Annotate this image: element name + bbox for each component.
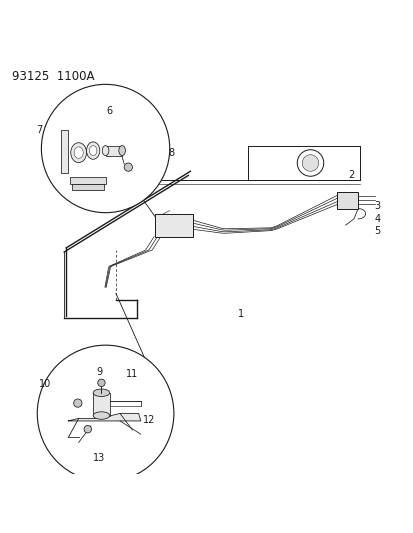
Ellipse shape	[74, 147, 83, 158]
Polygon shape	[68, 414, 140, 421]
Circle shape	[37, 345, 173, 482]
Bar	[93, 393, 109, 416]
Ellipse shape	[86, 142, 100, 159]
Bar	[337, 192, 357, 208]
Ellipse shape	[71, 143, 86, 163]
Text: 3: 3	[374, 201, 380, 212]
Text: 1: 1	[237, 309, 244, 319]
Bar	[105, 146, 122, 156]
Ellipse shape	[89, 146, 97, 156]
Circle shape	[97, 379, 105, 386]
Circle shape	[41, 84, 169, 213]
Ellipse shape	[93, 412, 109, 419]
Circle shape	[297, 150, 323, 176]
Bar	[72, 184, 103, 190]
Circle shape	[84, 425, 91, 433]
Text: 7: 7	[36, 125, 43, 135]
Text: 12: 12	[142, 415, 155, 425]
Bar	[155, 214, 192, 237]
Text: 6: 6	[107, 106, 112, 116]
Ellipse shape	[93, 389, 109, 397]
Circle shape	[124, 163, 132, 171]
Text: 8: 8	[169, 148, 174, 158]
Text: 10: 10	[39, 379, 52, 390]
Text: 2: 2	[347, 171, 353, 180]
Ellipse shape	[102, 146, 109, 156]
Text: 5: 5	[374, 227, 380, 236]
Text: 13: 13	[93, 453, 105, 463]
Bar	[61, 130, 68, 173]
Text: 9: 9	[96, 367, 102, 377]
Circle shape	[301, 155, 318, 171]
Text: 11: 11	[126, 369, 138, 379]
Text: 93125  1100A: 93125 1100A	[12, 70, 95, 83]
Text: 4: 4	[374, 214, 380, 224]
Circle shape	[74, 399, 82, 407]
Ellipse shape	[119, 146, 125, 156]
Bar	[70, 177, 105, 184]
